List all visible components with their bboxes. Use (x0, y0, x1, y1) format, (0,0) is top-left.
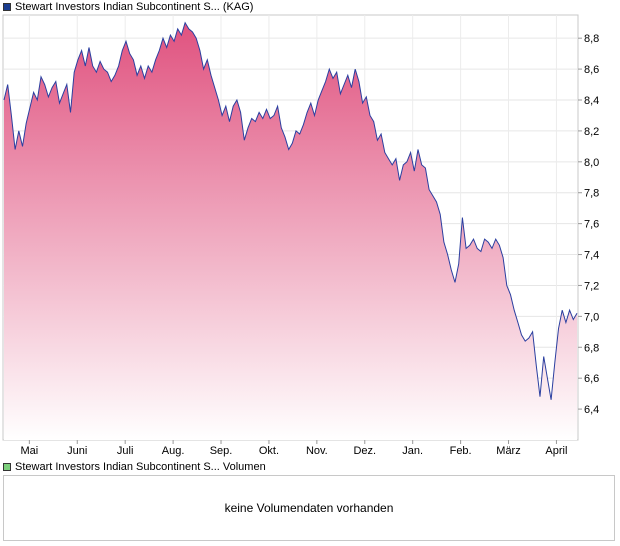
y-tick-label: 7,6 (584, 219, 599, 231)
x-tick-label: Okt. (259, 445, 279, 457)
y-tick-label: 8,8 (584, 33, 599, 45)
y-tick-label: 6,6 (584, 373, 599, 385)
price-chart: 6,4 6,6 6,8 7,0 7,2 7,4 7,6 7,8 8,0 8,2 8,4 8,6 8,8 M… (2, 14, 599, 457)
y-tick-label: 7,0 (584, 311, 599, 323)
volume-panel: keine Volumendaten vorhanden (3, 475, 615, 541)
y-tick-label: 6,8 (584, 342, 599, 354)
y-tick-label: 7,8 (584, 188, 599, 200)
y-tick-label: 8,4 (584, 95, 599, 107)
x-tick-label: März (496, 445, 520, 457)
y-tick-label: 8,6 (584, 64, 599, 76)
volume-empty-message: keine Volumendaten vorhanden (224, 501, 394, 515)
x-tick-label: Nov. (306, 445, 328, 457)
x-tick-label: Mai (20, 445, 38, 457)
chart-legend: Stewart Investors Indian Subcontinent S.… (3, 0, 253, 14)
y-tick-label: 7,2 (584, 280, 599, 292)
x-tick-label: Jan. (402, 445, 423, 457)
volume-legend: Stewart Investors Indian Subcontinent S.… (3, 460, 266, 474)
x-tick-label: Dez. (353, 445, 376, 457)
y-tick-label: 7,4 (584, 250, 599, 262)
legend-swatch-icon (3, 3, 11, 11)
x-tick-label: Feb. (450, 445, 472, 457)
x-tick-label: April (545, 445, 567, 457)
volume-title: Stewart Investors Indian Subcontinent S.… (15, 461, 266, 473)
x-tick-label: Aug. (162, 445, 185, 457)
x-tick-label: Sep. (210, 445, 233, 457)
y-tick-label: 8,2 (584, 126, 599, 138)
volume-swatch-icon (3, 463, 11, 471)
y-tick-label: 6,4 (584, 404, 599, 416)
chart-title: Stewart Investors Indian Subcontinent S.… (15, 1, 254, 13)
x-tick-label: Juni (67, 445, 87, 457)
series-line (3, 21, 578, 400)
x-tick-label: Juli (117, 445, 134, 457)
series-area (4, 22, 577, 440)
y-tick-label: 8,0 (584, 157, 599, 169)
